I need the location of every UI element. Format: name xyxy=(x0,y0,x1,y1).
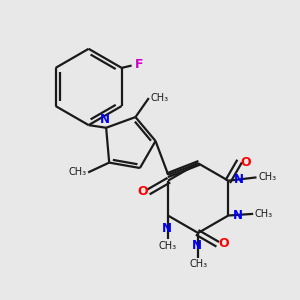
Text: N: N xyxy=(233,209,243,222)
Text: CH₃: CH₃ xyxy=(68,167,86,177)
Text: O: O xyxy=(137,185,148,198)
Text: CH₃: CH₃ xyxy=(189,260,207,269)
Text: O: O xyxy=(218,237,229,250)
Text: N: N xyxy=(192,239,202,252)
Text: CH₃: CH₃ xyxy=(255,209,273,219)
Text: CH₃: CH₃ xyxy=(258,172,276,182)
Text: CH₃: CH₃ xyxy=(159,241,177,251)
Text: N: N xyxy=(100,113,110,126)
Text: N: N xyxy=(234,173,244,186)
Text: O: O xyxy=(241,155,251,169)
Text: F: F xyxy=(135,58,143,71)
Text: CH₃: CH₃ xyxy=(151,93,169,103)
Text: N: N xyxy=(162,222,172,235)
